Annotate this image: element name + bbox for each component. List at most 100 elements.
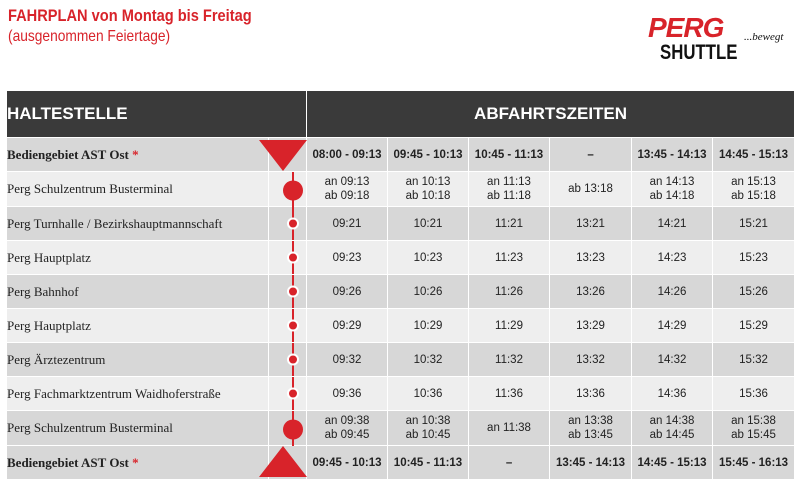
departure-time: 14:29 <box>631 308 714 343</box>
small-dot <box>287 353 299 366</box>
route-marker <box>267 240 308 275</box>
departure-time: 10:26 <box>387 274 470 309</box>
time-value: 09:36 <box>332 387 362 400</box>
departure-time: 10:32 <box>387 342 470 377</box>
departure-time: 10:21 <box>387 206 470 241</box>
time-window: – <box>587 148 594 161</box>
departure-time: an 14:38 ab 14:45 <box>631 410 714 446</box>
logo-word-shuttle: SHUTTLE <box>660 41 738 64</box>
time-value: 10:23 <box>413 251 443 264</box>
departure-window: 13:45 - 14:13 <box>549 445 633 480</box>
stop-name: Perg Bahnhof <box>6 274 269 309</box>
departure-time: an 10:13 ab 10:18 <box>387 171 470 207</box>
stop-name: Perg Schulzentrum Busterminal <box>6 171 269 207</box>
zone-star: * <box>132 454 139 470</box>
departure-time: an 11:13 ab 11:18 <box>468 171 551 207</box>
time-value: 14:29 <box>657 319 687 332</box>
departure-time: an 10:38 ab 10:45 <box>387 410 470 446</box>
departure-time: 14:36 <box>631 376 714 411</box>
departure-time: 10:29 <box>387 308 470 343</box>
time-window: 13:45 - 14:13 <box>637 148 707 161</box>
departure-time: 15:36 <box>712 376 796 411</box>
triangle-down-shape <box>259 140 307 171</box>
departure-window: 08:00 - 09:13 <box>306 137 389 172</box>
time-window: 15:45 - 16:13 <box>719 456 789 469</box>
time-window: – <box>505 456 513 469</box>
route-marker <box>267 342 308 377</box>
departure-time: 09:29 <box>306 308 389 343</box>
stop-row: Perg Fachmarktzentrum Waidhoferstraße 09:… <box>6 376 796 411</box>
time-value: 10:29 <box>413 319 443 332</box>
stop-label: Perg Hauptplatz <box>7 249 91 265</box>
departure-window: 10:45 - 11:13 <box>468 137 551 172</box>
departure-window: 09:45 - 10:13 <box>387 137 470 172</box>
time-value: 11:21 <box>495 217 523 230</box>
stop-dot-icon <box>287 275 299 308</box>
major-stop-marker-icon <box>283 411 303 448</box>
triangle-up-shape <box>259 446 307 477</box>
time-value: 09:29 <box>332 319 362 332</box>
time-value: 15:21 <box>739 217 768 230</box>
departure-time: 13:26 <box>549 274 633 309</box>
time-window: 14:45 - 15:13 <box>637 456 707 469</box>
time-value: ab 10:18 <box>405 190 451 202</box>
route-marker <box>267 206 308 241</box>
time-value: 14:36 <box>657 387 687 400</box>
departure-time: 13:32 <box>549 342 633 377</box>
time-value: ab 13:45 <box>568 429 613 441</box>
time-value: 11:23 <box>495 251 523 264</box>
time-window: 08:00 - 09:13 <box>312 148 382 161</box>
stop-dot-icon <box>287 343 299 376</box>
time-value: ab 14:45 <box>649 429 695 441</box>
stop-row: Perg Ärztezentrum 09:32 10:32 11:32 13:32 14:… <box>6 342 796 377</box>
stop-label: Perg Schulzentrum Busterminal <box>7 181 173 196</box>
departure-time: 14:21 <box>631 206 714 241</box>
stop-label: Perg Bahnhof <box>7 283 79 299</box>
time-value: 15:29 <box>739 319 768 332</box>
departure-time: 15:32 <box>712 342 796 377</box>
time-value: 14:26 <box>657 285 687 298</box>
departure-time: 14:23 <box>631 240 714 275</box>
time-window: 09:45 - 10:13 <box>393 148 463 161</box>
time-value: 15:23 <box>739 251 768 264</box>
time-value: an 09:13 <box>324 176 370 188</box>
time-window: 13:45 - 14:13 <box>555 456 626 469</box>
time-value: 14:23 <box>657 251 687 264</box>
stop-label: Perg Schulzentrum Busterminal <box>7 420 173 435</box>
time-value: an 11:38 <box>487 422 531 434</box>
time-value: 13:36 <box>576 387 605 400</box>
zone-label: Bediengebiet AST Ost <box>7 454 129 470</box>
small-dot <box>287 285 299 298</box>
schedule-title: FAHRPLAN von Montag bis Freitag <box>8 6 252 25</box>
time-value: ab 15:45 <box>731 429 776 441</box>
time-value: ab 09:18 <box>324 190 370 202</box>
time-value: ab 11:18 <box>487 190 531 202</box>
time-value: 09:26 <box>332 285 362 298</box>
time-value: 13:21 <box>576 217 605 230</box>
time-value: 14:21 <box>657 217 687 230</box>
departure-window: – <box>549 137 633 172</box>
stop-name: Perg Hauptplatz <box>6 308 269 343</box>
departure-time: 13:21 <box>549 206 633 241</box>
time-value: 11:32 <box>495 353 523 366</box>
time-value: an 13:38 <box>568 415 613 427</box>
time-value: ab 13:18 <box>568 183 613 195</box>
time-value: an 09:38 <box>324 415 370 427</box>
time-value: 11:29 <box>495 319 523 332</box>
major-stop-marker-icon <box>283 172 303 209</box>
time-value: 13:26 <box>576 285 605 298</box>
column-header-departures: ABFAHRTSZEITEN <box>306 90 796 138</box>
departure-time: 13:36 <box>549 376 633 411</box>
stop-label: Perg Ärztezentrum <box>7 351 106 367</box>
stop-name: Perg Fachmarktzentrum Waidhoferstraße <box>6 376 269 411</box>
stop-name: Perg Schulzentrum Busterminal <box>6 410 269 446</box>
time-value: 09:32 <box>332 353 362 366</box>
stop-label: Perg Fachmarktzentrum Waidhoferstraße <box>7 385 221 401</box>
perg-shuttle-logo: PERG ...bewegt SHUTTLE <box>646 13 796 69</box>
zone-label: Bediengebiet AST Ost <box>7 146 129 162</box>
zone-row-end: Bediengebiet AST Ost * 09:45 - 10:13 10:45… <box>6 445 796 480</box>
departure-time: 15:29 <box>712 308 796 343</box>
departure-time: 15:23 <box>712 240 796 275</box>
departure-time: 14:26 <box>631 274 714 309</box>
departure-window: 09:45 - 10:13 <box>306 445 389 480</box>
